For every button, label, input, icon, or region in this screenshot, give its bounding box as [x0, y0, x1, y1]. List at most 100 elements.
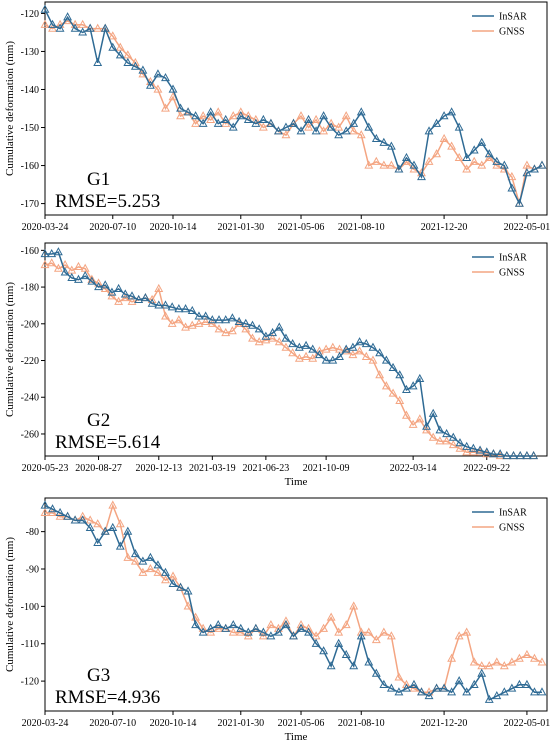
insar-point — [537, 687, 547, 696]
insar-point — [48, 504, 57, 513]
x-tick-label: 2021-01-30 — [217, 222, 264, 233]
insar-point — [394, 164, 404, 173]
insar-point — [469, 145, 479, 154]
insar-point — [134, 294, 144, 304]
gnss-point — [308, 353, 318, 362]
insar-point — [442, 428, 452, 438]
insar-point — [482, 447, 492, 456]
insar-point — [415, 373, 425, 382]
insar-point — [228, 122, 238, 131]
insar-point — [48, 19, 57, 28]
gnss-point — [326, 612, 336, 621]
insar-point — [409, 679, 419, 688]
x-tick-label: 2021-12-20 — [421, 222, 468, 233]
gnss-point — [530, 653, 539, 662]
gnss-point — [228, 111, 238, 120]
y-tick-label: -260 — [21, 429, 39, 440]
x-tick-label: 2021-08-10 — [338, 222, 385, 233]
gnss-point — [266, 620, 276, 629]
insar-point — [381, 355, 391, 364]
insar-point — [428, 408, 438, 417]
insar-point — [348, 342, 358, 351]
series-insar — [40, 247, 539, 460]
gnss-point — [258, 122, 268, 131]
insar-point — [266, 631, 276, 640]
insar-point — [432, 683, 442, 692]
insar-point — [371, 668, 381, 677]
insar-point — [371, 133, 381, 143]
insar-point — [213, 118, 223, 127]
gnss-point — [379, 627, 389, 636]
insar-point — [53, 247, 63, 256]
insar-point — [364, 122, 374, 131]
gnss-point — [161, 103, 170, 112]
gnss-point — [296, 620, 306, 629]
gnss-point — [241, 324, 251, 333]
insar-point — [469, 679, 479, 688]
insar-point — [314, 349, 324, 359]
x-tick-label: 2020-03-24 — [22, 222, 69, 233]
insar-point — [248, 320, 257, 329]
insar-point — [335, 351, 344, 360]
insar-point — [502, 450, 512, 460]
insar-point — [288, 338, 298, 348]
gnss-point — [251, 114, 261, 124]
insar-point — [514, 198, 524, 207]
insar-point — [174, 304, 184, 313]
insar-point — [138, 556, 148, 565]
gnss-point — [130, 556, 140, 565]
insar-point — [145, 552, 155, 561]
x-tick-label: 2020-12-13 — [135, 463, 182, 474]
insar-point — [243, 627, 253, 636]
insar-point — [176, 103, 185, 112]
gnss-point — [194, 318, 204, 327]
insar-point — [499, 687, 509, 696]
insar-point — [294, 342, 304, 351]
insar-point — [477, 668, 487, 677]
insar-point — [364, 657, 374, 666]
gnss-point — [447, 141, 457, 150]
legend-label-gnss: GNSS — [499, 27, 525, 38]
y-tick-label: -170 — [21, 199, 39, 210]
insar-point — [243, 114, 253, 124]
x-tick-label: 2020-05-23 — [22, 463, 69, 474]
insar-point — [55, 23, 65, 32]
series-gnss — [40, 500, 547, 696]
insar-point — [123, 526, 133, 535]
insar-point — [432, 118, 442, 127]
insar-point — [394, 687, 404, 696]
y-tick-label: -200 — [21, 319, 39, 330]
gnss-point — [74, 261, 83, 270]
gnss-point — [115, 519, 125, 528]
y-tick-label: -160 — [21, 161, 39, 172]
insar-point — [140, 293, 150, 302]
insar-point — [153, 69, 163, 78]
gnss-point — [424, 156, 434, 165]
gnss-point — [462, 164, 472, 173]
insar-point — [201, 311, 211, 320]
insar-point — [356, 107, 366, 116]
insar-point — [529, 450, 539, 460]
legend-label-insar: InSAR — [499, 253, 527, 264]
y-tick-label: -180 — [21, 283, 39, 294]
insar-point — [326, 122, 336, 131]
gnss-point — [462, 447, 472, 456]
gnss-point — [40, 19, 50, 28]
insar-point — [462, 687, 472, 696]
insar-point — [334, 130, 344, 139]
x-tick-label: 2020-08-27 — [75, 463, 122, 474]
insar-point — [319, 111, 329, 120]
insar-point — [168, 578, 178, 588]
insar-line — [44, 504, 542, 701]
insar-point — [114, 283, 124, 293]
insar-point — [401, 683, 411, 692]
insar-point — [183, 107, 193, 116]
gnss-point — [319, 623, 329, 632]
insar-point — [341, 344, 351, 353]
insar-point — [108, 42, 118, 51]
insar-point — [537, 160, 547, 169]
gnss-point — [514, 653, 524, 662]
insar-point — [176, 582, 185, 591]
gnss-point — [381, 381, 391, 390]
